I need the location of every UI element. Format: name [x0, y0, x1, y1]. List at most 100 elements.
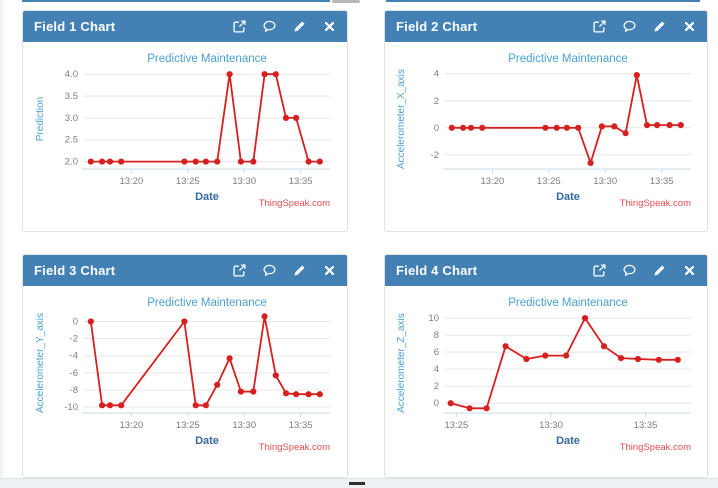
x-tick-label: 13:30 — [232, 176, 256, 187]
data-point — [118, 402, 125, 409]
x-tick-label: 13:25 — [176, 176, 200, 187]
close-icon[interactable] — [683, 20, 696, 33]
data-point — [226, 355, 233, 362]
close-icon[interactable] — [683, 264, 696, 277]
panel-header: Field 1 Chart — [23, 11, 347, 42]
data-point — [316, 158, 323, 165]
chart-title: Predictive Maintenance — [508, 297, 628, 309]
panel-body: Predictive Maintenance 0 2 4 6 8 10 13:25 13:30 1… — [385, 286, 707, 461]
edit-icon[interactable] — [653, 20, 666, 33]
data-point — [272, 71, 279, 78]
x-tick-label: 13:20 — [120, 420, 144, 431]
comment-icon[interactable] — [263, 20, 276, 33]
y-tick-label: 2 — [434, 96, 439, 107]
attribution-link[interactable]: ThingSpeak.com — [259, 198, 330, 209]
panel-body: Predictive Maintenance -2 0 2 4 13:20 13:25 13:… — [385, 42, 707, 217]
data-point — [467, 124, 475, 131]
data-point — [106, 402, 114, 409]
close-icon[interactable] — [323, 20, 336, 33]
data-point — [237, 388, 244, 395]
y-tick-label: 0 — [434, 398, 439, 409]
edit-icon[interactable] — [293, 20, 306, 33]
data-point — [181, 158, 188, 165]
data-point — [617, 355, 625, 362]
panel-field-4-chart: Field 4 Chart Predictive Maintenance 0 2 4 6… — [384, 254, 708, 478]
horizontal-scrollbar-thumb[interactable] — [349, 482, 365, 485]
y-tick-label: -2 — [70, 334, 78, 345]
data-point — [466, 405, 473, 412]
panel-header: Field 2 Chart — [385, 11, 707, 42]
comment-icon[interactable] — [263, 264, 276, 277]
x-tick-label: 13:25 — [444, 420, 468, 431]
data-point — [598, 123, 605, 130]
attribution-link[interactable]: ThingSpeak.com — [620, 442, 691, 453]
data-point — [99, 402, 106, 409]
panel-body: Predictive Maintenance 0 -2 -4 -6 -8 -10 13:20 1… — [23, 286, 347, 461]
attribution-link[interactable]: ThingSpeak.com — [620, 198, 691, 209]
x-axis-label: Date — [556, 191, 580, 203]
panel-field-3-chart: Field 3 Chart Predictive Maintenance 0 -2 -… — [22, 254, 348, 478]
x-tick-label: 13:30 — [232, 420, 256, 431]
series-line — [450, 317, 678, 410]
data-point — [502, 343, 509, 350]
comment-icon[interactable] — [623, 20, 636, 33]
data-point — [622, 130, 629, 137]
data-point — [674, 356, 681, 363]
panel-title: Field 3 Chart — [34, 263, 116, 278]
data-point — [181, 318, 188, 325]
data-point — [99, 158, 106, 165]
data-point — [272, 372, 279, 379]
y-tick-label: 10 — [428, 313, 439, 324]
data-point — [563, 124, 570, 131]
data-point — [542, 352, 549, 359]
edit-icon[interactable] — [293, 264, 306, 277]
chart-title: Predictive Maintenance — [147, 297, 267, 309]
export-icon[interactable] — [593, 264, 606, 277]
data-point — [87, 158, 94, 165]
data-point — [192, 402, 199, 409]
data-point — [587, 159, 594, 166]
x-tick-label: 13:35 — [289, 420, 313, 431]
x-tick-label: 13:30 — [593, 176, 617, 187]
previous-panel-border-right — [386, 0, 700, 2]
data-point — [677, 122, 684, 129]
y-tick-label: 4.0 — [65, 69, 78, 80]
data-point — [611, 123, 618, 130]
x-tick-label: 13:25 — [537, 176, 561, 187]
export-icon[interactable] — [593, 20, 606, 33]
data-point — [261, 71, 268, 78]
data-point — [563, 352, 570, 359]
data-point — [542, 124, 549, 131]
data-point — [655, 356, 662, 363]
y-tick-label: -2 — [431, 150, 439, 161]
panel-title: Field 4 Chart — [396, 263, 478, 278]
comment-icon[interactable] — [623, 264, 636, 277]
data-point — [250, 388, 257, 395]
x-tick-label: 13:20 — [120, 176, 144, 187]
data-point — [118, 158, 125, 165]
data-point — [666, 122, 673, 129]
field1-line-chart: Predictive Maintenance 2.0 2.5 3.0 3.5 4.0 13:… — [35, 53, 330, 209]
data-point — [214, 158, 221, 165]
data-point — [293, 114, 300, 121]
data-point — [633, 72, 640, 79]
edit-icon[interactable] — [653, 264, 666, 277]
attribution-link[interactable]: ThingSpeak.com — [259, 442, 330, 453]
y-tick-label: 8 — [434, 330, 439, 341]
data-point — [250, 158, 257, 165]
x-tick-label: 13:25 — [176, 420, 200, 431]
y-tick-label: 0 — [73, 317, 78, 328]
scrollbar-top-thumb[interactable] — [332, 0, 360, 3]
y-axis-label: Accelerometer_Z_axis — [396, 313, 407, 412]
data-point — [192, 158, 199, 165]
panel-title: Field 2 Chart — [396, 19, 478, 34]
export-icon[interactable] — [233, 264, 246, 277]
data-point — [282, 114, 290, 121]
x-tick-label: 13:35 — [650, 176, 674, 187]
export-icon[interactable] — [233, 20, 246, 33]
close-icon[interactable] — [323, 264, 336, 277]
y-tick-label: 0 — [434, 123, 439, 134]
y-tick-label: -10 — [64, 402, 78, 413]
x-axis-label: Date — [556, 435, 580, 447]
y-tick-label: 4 — [434, 69, 439, 80]
